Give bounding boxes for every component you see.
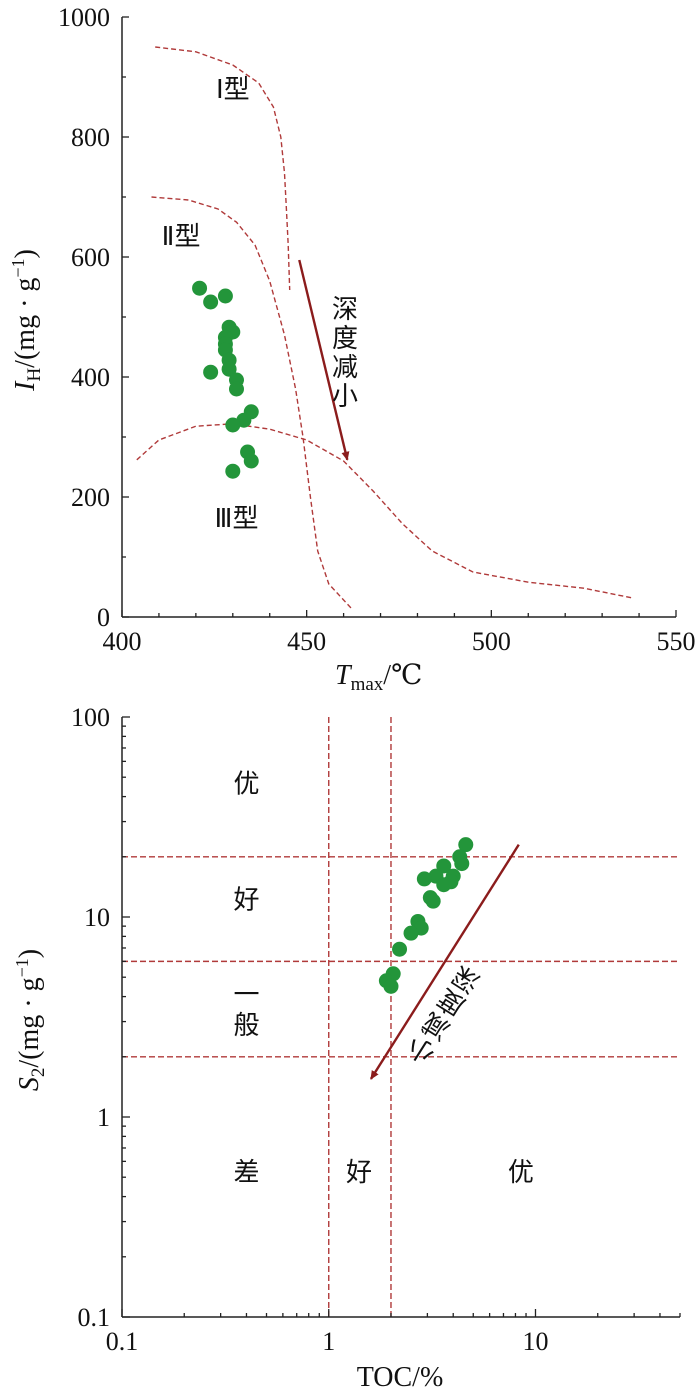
arrow-text-char: 深 — [332, 295, 358, 325]
sample-point — [203, 294, 219, 310]
sample-point — [225, 463, 241, 479]
sample-point — [217, 288, 233, 304]
grade-label-2: 好 — [233, 886, 259, 916]
kerogen-type-boundaries — [136, 46, 632, 609]
arrow-text-char: 小 — [332, 382, 358, 412]
kerogen-type-labels: Ⅰ型 Ⅱ型 Ⅲ型 — [162, 75, 259, 534]
x-axis-title-toc: TOC/% — [357, 1362, 444, 1393]
kerogen-type-label-3: Ⅲ型 — [215, 504, 259, 534]
x-axis-title-tmax: Tmax/℃ — [335, 660, 422, 695]
sample-point-2 — [458, 837, 474, 853]
y-tick-label: 800 — [71, 123, 110, 152]
arrow-text-char: 减 — [332, 353, 358, 383]
sample-point-2 — [392, 941, 408, 957]
ih-tmax-axes — [121, 17, 676, 618]
s2-toc-points — [378, 837, 474, 994]
depth-arrow-line-2 — [369, 844, 520, 1080]
grade-label-1: 优 — [233, 769, 259, 799]
y-tick-label: 0 — [97, 603, 110, 632]
kerogen-type-label-2: Ⅱ型 — [162, 222, 201, 252]
y-tick-label: 200 — [71, 483, 110, 512]
x-tick-label: 450 — [287, 627, 326, 656]
sample-point-2 — [383, 978, 399, 994]
kerogen-type-label-1: Ⅰ型 — [216, 75, 250, 105]
grade-label-3: 一 — [233, 980, 259, 1010]
arrow-text-char: 度 — [332, 324, 358, 354]
sample-point — [221, 361, 237, 377]
grade-boundaries — [122, 717, 680, 1317]
y-tick-label: 10 — [84, 903, 110, 932]
y-tick-label: 1000 — [58, 3, 110, 32]
sample-point-2 — [416, 871, 432, 887]
sample-point — [192, 280, 208, 296]
ih-tmax-ticks: 0 200 400 600 800 1000 400 450 500 550 — [58, 3, 696, 656]
x-tick-label: 1 — [322, 1327, 335, 1356]
depth-arrow-line — [298, 259, 350, 461]
x-tick-label: 400 — [103, 627, 142, 656]
y-axis-title-ih: IH/(mg · g−1) — [8, 249, 45, 392]
y-tick-label: 400 — [71, 363, 110, 392]
type-boundary-curve-2 — [151, 196, 352, 609]
ih-tmax-points — [192, 280, 259, 479]
sample-point — [203, 364, 219, 380]
ih-tmax-chart: 0 200 400 600 800 1000 400 450 500 550 Ⅰ型 Ⅱ型 Ⅲ型 深度减… — [8, 3, 696, 695]
sample-point-2 — [425, 893, 441, 909]
x-tick-label: 0.1 — [106, 1327, 139, 1356]
grade-label-5: 差 — [233, 1158, 259, 1188]
sample-point-2 — [454, 856, 470, 872]
sample-point — [225, 417, 241, 433]
y-tick-label: 1 — [97, 1103, 110, 1132]
y-tick-label: 0.1 — [78, 1303, 111, 1332]
sample-point-2 — [403, 925, 419, 941]
grade-labels: 优好一般差好优 — [233, 769, 533, 1187]
type-boundary-curve-3 — [136, 423, 632, 599]
x-tick-label: 500 — [472, 627, 511, 656]
grade-label-7: 优 — [508, 1158, 534, 1188]
y-tick-label: 600 — [71, 243, 110, 272]
sample-point — [243, 453, 259, 469]
grade-label-4: 般 — [233, 1011, 259, 1041]
y-tick-label: 100 — [71, 703, 110, 732]
grade-label-6: 好 — [346, 1158, 372, 1188]
s2-toc-chart: 0.11101000.1 1 10 优好一般差好优 深度减小 TOC/% S2/(m… — [12, 703, 681, 1393]
x-tick-label: 550 — [657, 627, 696, 656]
sample-point-2 — [436, 877, 452, 893]
x-tick-label: 10 — [522, 1327, 548, 1356]
y-axis-title-s2: S2/(mg · g−1) — [12, 949, 49, 1091]
type-boundary-curve-1 — [155, 46, 291, 291]
s2-toc-ticks: 0.1 1 10 100 0.1 1 10 — [71, 703, 681, 1356]
s2-toc-axes — [121, 717, 680, 1318]
sample-point-2 — [436, 858, 452, 874]
sample-point — [228, 381, 244, 397]
